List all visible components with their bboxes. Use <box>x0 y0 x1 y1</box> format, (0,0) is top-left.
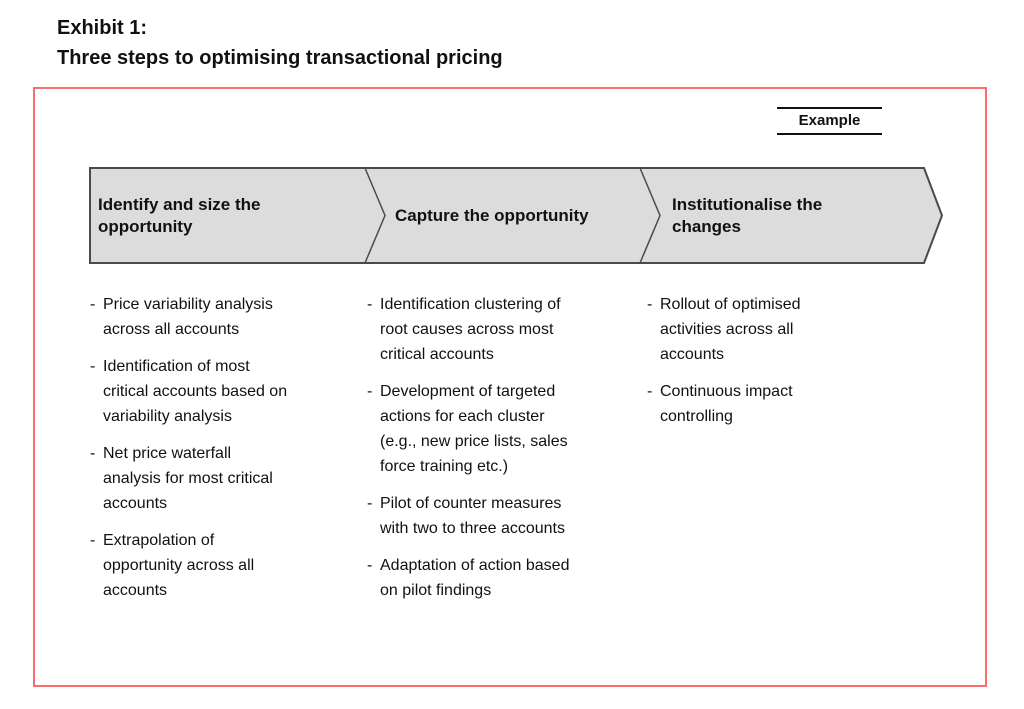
bullet-dash: - <box>367 495 373 512</box>
list-item: - Net price waterfall analysis for most … <box>90 441 367 516</box>
bullet-dash: - <box>90 296 96 313</box>
step-3-title: Institutionalise the changes <box>672 194 823 236</box>
exhibit-title: Exhibit 1: Three steps to optimising tra… <box>57 13 503 73</box>
list-item: - Development of targeted actions for ea… <box>367 379 647 479</box>
bullet-dash: - <box>367 383 373 400</box>
bullet-text: Price variability analysis across all ac… <box>103 296 273 338</box>
bullet-text: Adaptation of action based on pilot find… <box>380 557 570 599</box>
list-item: - Identification clustering of root caus… <box>367 292 647 367</box>
example-tag-label: Example <box>798 112 861 129</box>
step-2-title: Capture the opportunity <box>395 205 589 225</box>
step-1-title: Identify and size the opportunity <box>98 194 261 236</box>
chevron-separator-2 <box>639 167 661 264</box>
step-3-details: - Rollout of optimised activities across… <box>647 292 935 615</box>
list-item: - Continuous impact controlling <box>647 379 935 429</box>
bullet-text: Net price waterfall analysis for most cr… <box>103 445 273 512</box>
exhibit-frame: Example Identify and size the opportunit… <box>33 87 987 687</box>
list-item: - Price variability analysis across all … <box>90 292 367 342</box>
bullet-dash: - <box>90 445 96 462</box>
bullet-dash: - <box>90 358 96 375</box>
bullet-text: Pilot of counter measures with two to th… <box>380 495 565 537</box>
bullet-dash: - <box>647 296 653 313</box>
bullet-text: Extrapolation of opportunity across all … <box>103 532 255 599</box>
process-band: Identify and size the opportunity Captur… <box>89 167 945 264</box>
list-item: - Adaptation of action based on pilot fi… <box>367 553 647 603</box>
chevron-band-shape <box>89 167 944 264</box>
bullet-dash: - <box>367 296 373 313</box>
list-item: - Extrapolation of opportunity across al… <box>90 528 367 603</box>
list-item: - Rollout of optimised activities across… <box>647 292 935 367</box>
list-item: - Identification of most critical accoun… <box>90 354 367 429</box>
bullet-text: Rollout of optimised activities across a… <box>660 296 801 363</box>
chevron-separator-1 <box>364 167 386 264</box>
step-detail-columns: - Price variability analysis across all … <box>90 292 935 615</box>
bullet-text: Continuous impact controlling <box>660 383 793 425</box>
bullet-text: Identification of most critical accounts… <box>103 358 288 425</box>
bullet-text: Development of targeted actions for each… <box>380 383 568 475</box>
exhibit-label: Exhibit 1: <box>57 17 148 39</box>
bullet-text: Identification clustering of root causes… <box>380 296 561 363</box>
step-1-details: - Price variability analysis across all … <box>90 292 367 615</box>
bullet-dash: - <box>647 383 653 400</box>
bullet-dash: - <box>367 557 373 574</box>
step-2-details: - Identification clustering of root caus… <box>367 292 647 615</box>
example-tag: Example <box>777 107 882 135</box>
page-title: Three steps to optimising transactional … <box>57 47 503 69</box>
chevron-band-outline <box>89 167 944 264</box>
list-item: - Pilot of counter measures with two to … <box>367 491 647 541</box>
bullet-dash: - <box>90 532 96 549</box>
